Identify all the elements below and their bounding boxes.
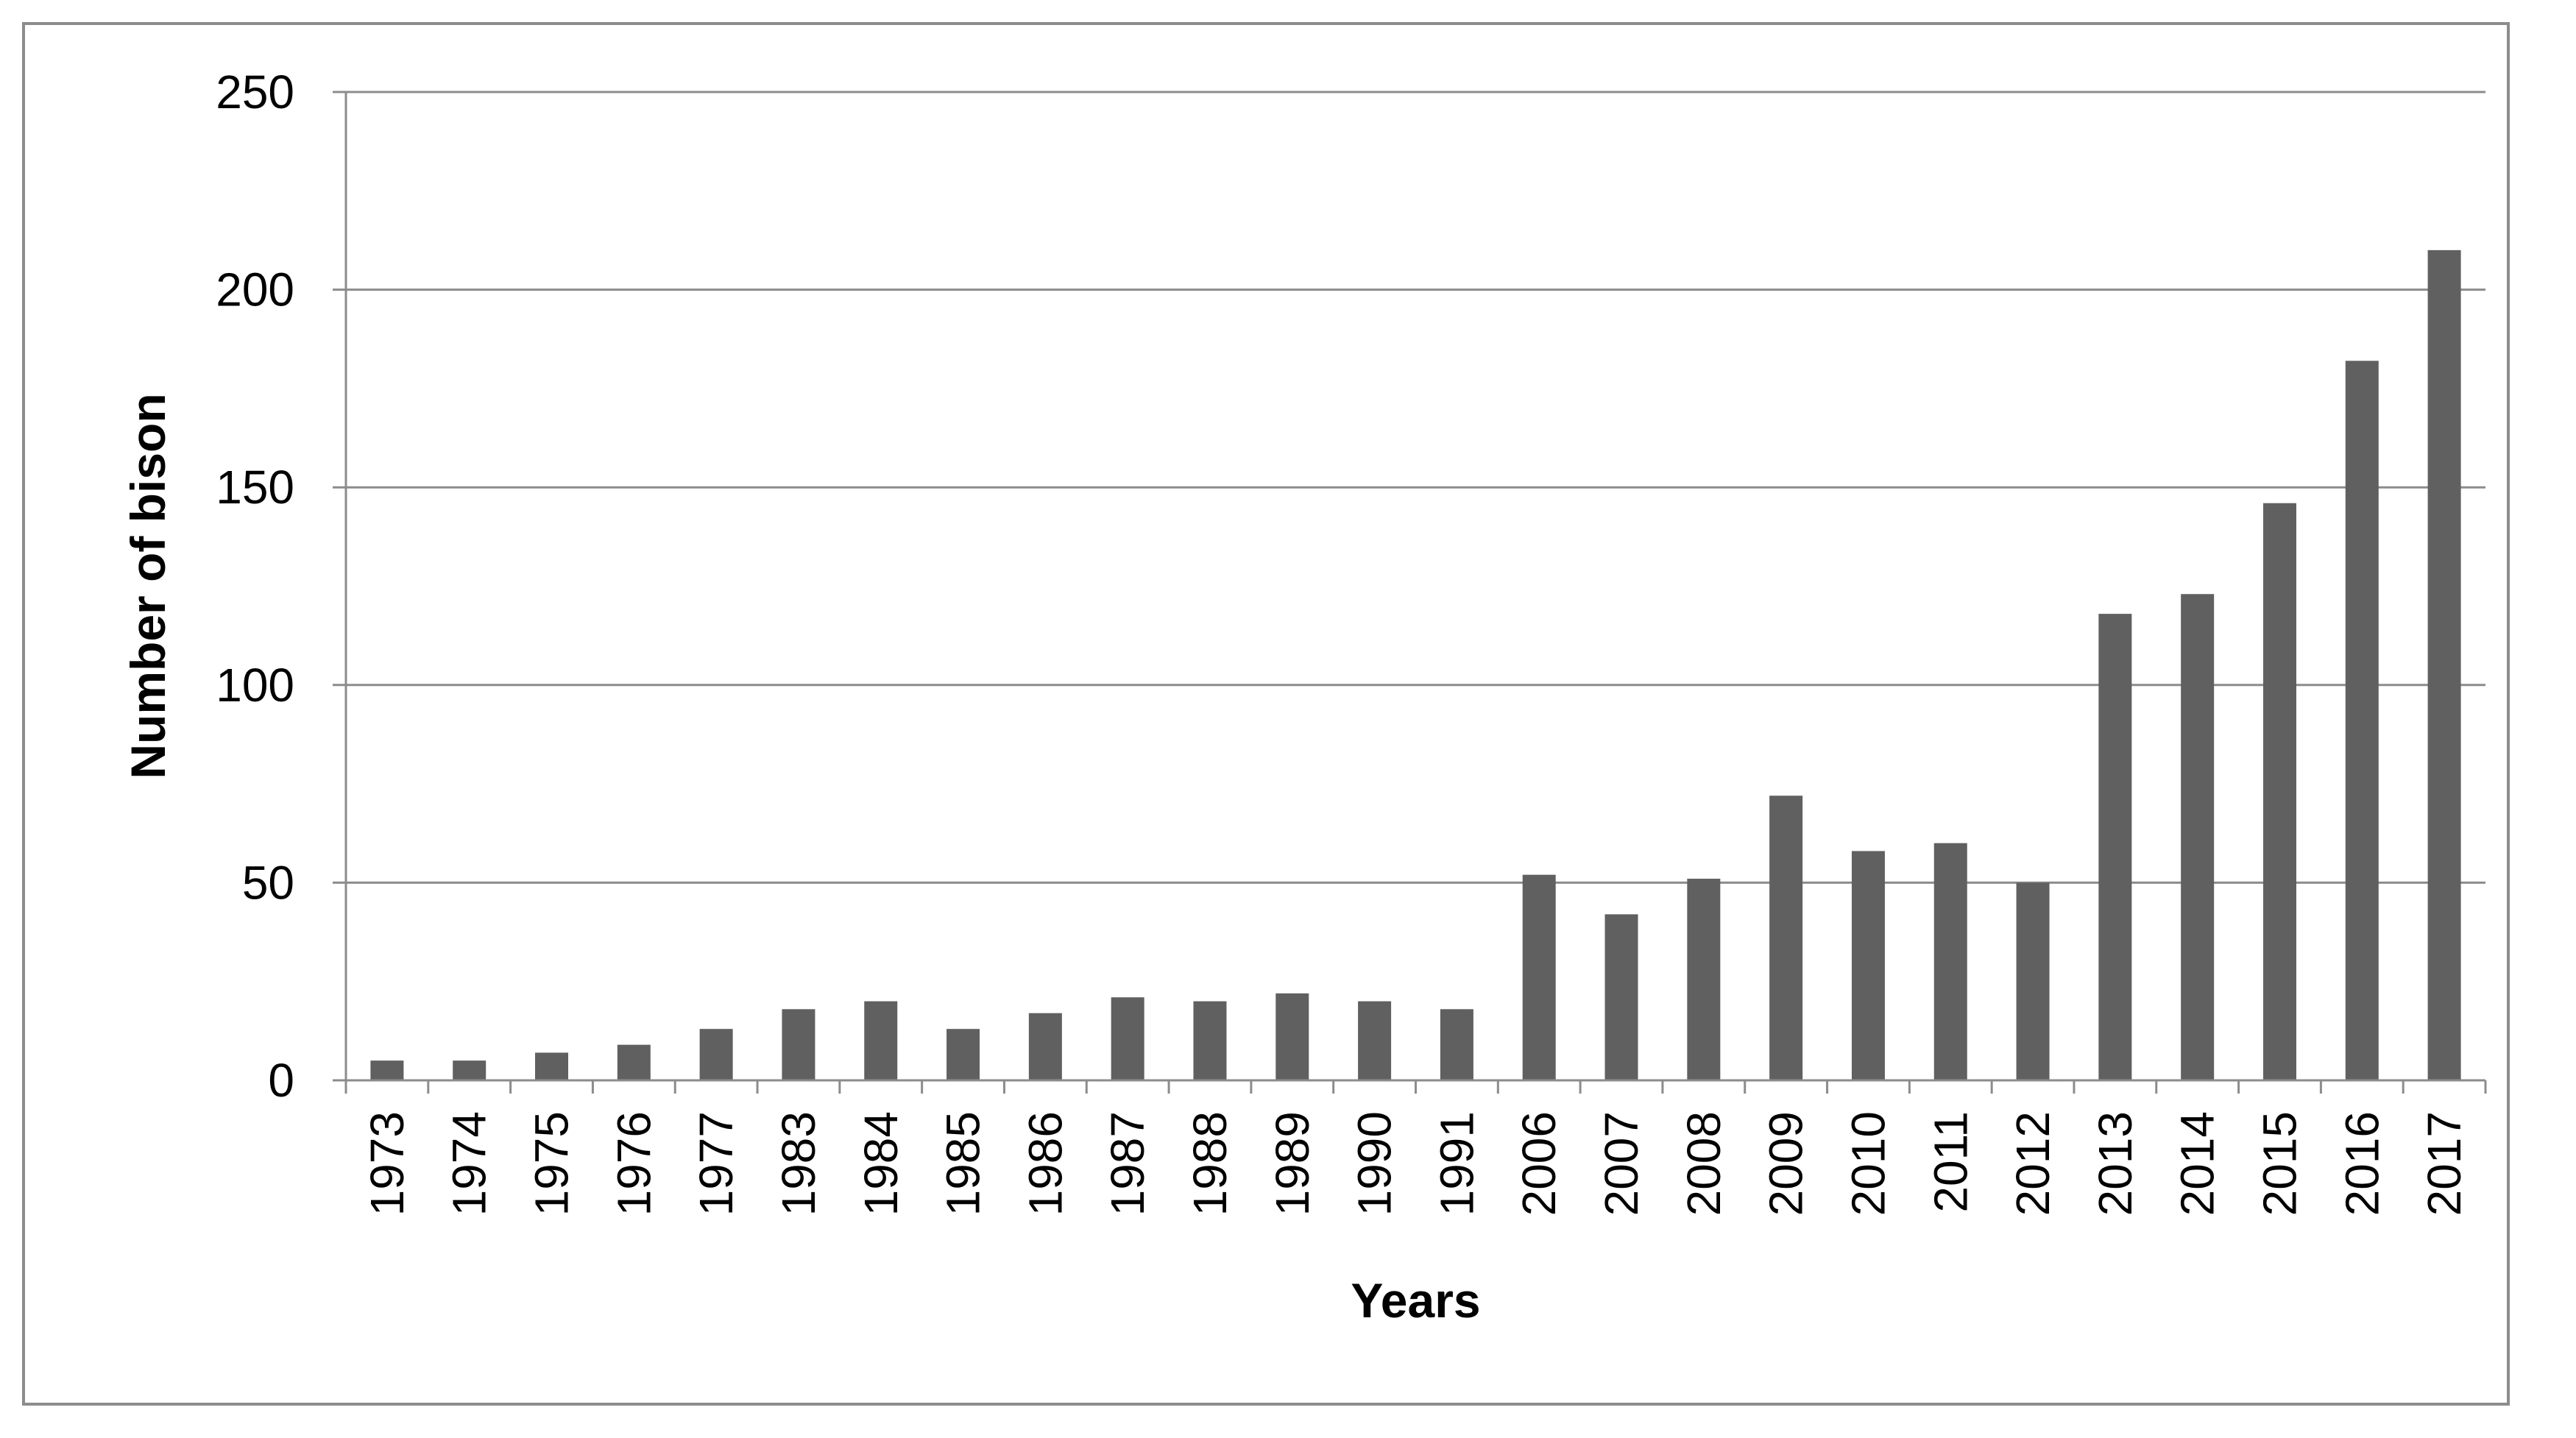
x-axis-title: Years [1351,1273,1480,1328]
x-tick-label: 2010 [1841,1111,1894,1216]
x-tick-labels: 1973 1974 1975 1976 1977 1983 1984 1985 1986 1987… [361,1111,2471,1216]
x-tick-label: 2016 [2335,1111,2388,1216]
bar-1986 [1028,1013,1062,1080]
bar-1977 [699,1029,733,1080]
y-tick-label: 50 [242,856,294,909]
x-tick-label: 2012 [2006,1111,2059,1216]
bar-1975 [535,1052,569,1080]
x-tick-label: 2009 [1760,1111,1813,1216]
bar-2009 [1769,796,1803,1080]
bar-2013 [2098,614,2132,1080]
bar-1984 [864,1001,898,1080]
bar-2006 [1522,874,1556,1080]
x-tick-label: 1990 [1348,1111,1401,1216]
y-tick-label: 250 [216,65,294,118]
bar-1990 [1358,1001,1392,1080]
x-tick-label: 1987 [1101,1111,1154,1216]
axes [333,91,2487,1094]
x-tick-label: 2014 [2171,1111,2224,1216]
bar-2015 [2262,503,2296,1080]
x-tick-label: 1973 [361,1111,414,1216]
x-tick-label: 1975 [526,1111,578,1216]
bar-2008 [1687,879,1721,1080]
bar-1989 [1275,993,1309,1080]
bar-2007 [1604,914,1638,1080]
x-tick-label: 1974 [443,1111,496,1216]
y-tick-label: 0 [268,1054,294,1107]
bars [370,249,2461,1080]
bar-1973 [370,1060,404,1080]
x-tick-label: 1991 [1430,1111,1483,1216]
bar-1991 [1440,1009,1473,1080]
x-tick-label: 1976 [607,1111,660,1216]
x-tick-label: 1989 [1266,1111,1319,1216]
x-tick-label: 2008 [1677,1111,1730,1216]
bar-2010 [1851,851,1885,1080]
bar-1974 [453,1060,486,1080]
bar-2016 [2345,361,2379,1080]
bar-2011 [1933,843,1967,1080]
bar-1976 [617,1044,651,1080]
bar-2014 [2181,594,2215,1080]
x-tick-label: 1977 [690,1111,743,1216]
bar-chart: 0 50 100 150 200 250 1973 1974 1975 1976 1977 1983… [121,65,2487,1328]
chart-frame: 0 50 100 150 200 250 1973 1974 1975 1976 1977 1983… [22,22,2510,1406]
bar-1985 [946,1029,980,1080]
x-tick-label: 1986 [1019,1111,1072,1216]
bar-2017 [2427,249,2461,1080]
y-tick-labels: 0 50 100 150 200 250 [216,65,294,1107]
x-tick-label: 2017 [2418,1111,2471,1216]
x-tick-label: 1988 [1183,1111,1236,1216]
bar-1988 [1193,1001,1227,1080]
y-axis-title: Number of bison [121,393,175,779]
bar-2012 [2016,882,2050,1080]
x-tick-label: 1983 [772,1111,825,1216]
x-tick-label: 2015 [2253,1111,2306,1216]
gridlines [346,91,2485,884]
y-tick-label: 150 [216,461,294,514]
x-tick-label: 2011 [1924,1111,1977,1213]
x-tick-label: 1984 [854,1111,907,1216]
y-tick-label: 100 [216,659,294,712]
x-tick-label: 2007 [1595,1111,1648,1216]
x-tick-label: 2013 [2089,1111,2142,1216]
y-tick-label: 200 [216,263,294,316]
bar-1987 [1111,997,1144,1080]
x-tick-label: 2006 [1512,1111,1565,1216]
bar-1983 [782,1009,815,1080]
x-tick-label: 1985 [937,1111,990,1216]
